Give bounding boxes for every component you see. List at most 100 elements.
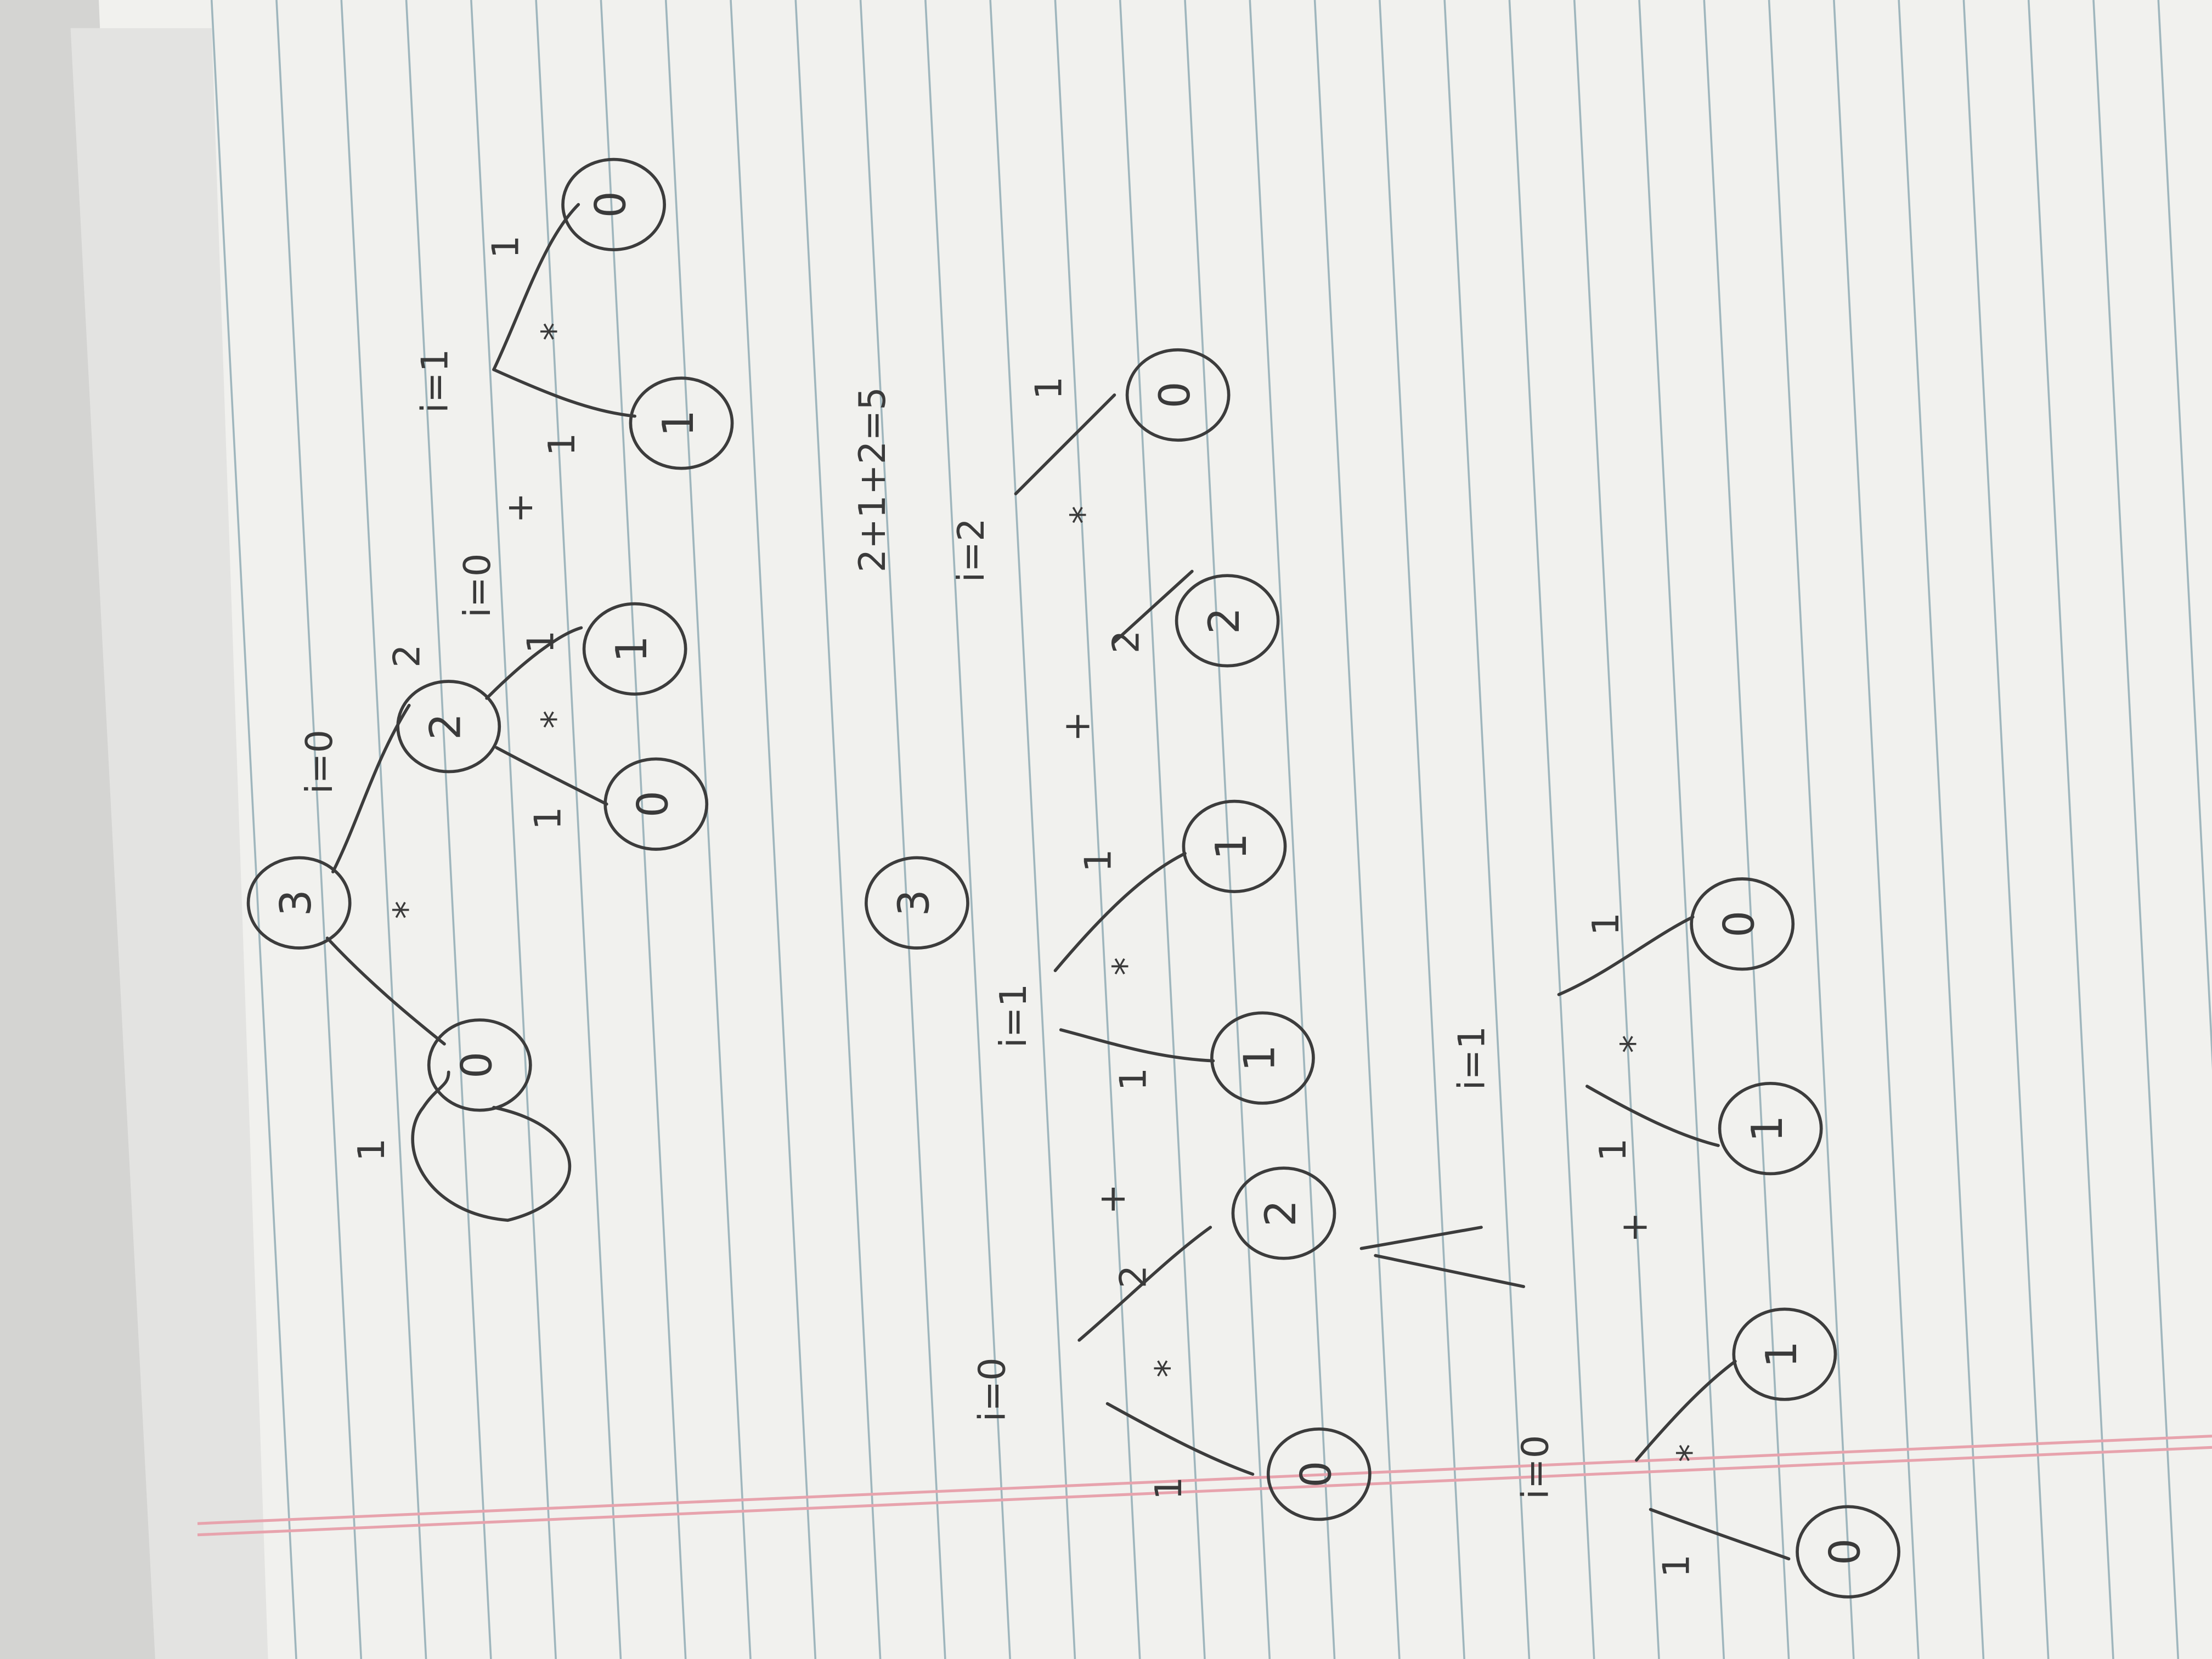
- rule-line: [1833, 0, 1920, 1659]
- annotation: 1: [1147, 1477, 1190, 1500]
- annotation: 1: [1655, 1554, 1698, 1578]
- node-label: 1: [1743, 1115, 1792, 1142]
- node-circle: [865, 856, 969, 950]
- annotation: *: [385, 901, 428, 919]
- annotation: 2+1+2=5: [851, 387, 894, 572]
- annotation: 1: [1076, 849, 1119, 872]
- node-label: 0: [1150, 381, 1200, 408]
- edge: [492, 368, 636, 418]
- edge: [485, 626, 583, 700]
- rule-line: [1898, 0, 1985, 1659]
- rule-line: [924, 0, 1011, 1659]
- rule-line: [1703, 0, 1790, 1659]
- page-edge: [70, 28, 268, 1659]
- rule-line: [1249, 0, 1336, 1659]
- node-circle: [1690, 877, 1795, 971]
- rule-line: [600, 0, 687, 1659]
- annotation: 2: [1112, 1265, 1155, 1289]
- annotation: *: [533, 710, 576, 729]
- node-label: 0: [1821, 1538, 1870, 1565]
- annotation: 1: [540, 433, 583, 456]
- rule-line: [210, 0, 297, 1659]
- rule-line: [2027, 0, 2114, 1659]
- annotation: *: [533, 323, 576, 341]
- rule-line: [859, 0, 946, 1659]
- node-circle: [1796, 1505, 1900, 1599]
- node-circle: [582, 602, 687, 696]
- annotation: 1: [484, 235, 527, 259]
- node-label: 0: [452, 1052, 501, 1079]
- annotation: *: [1147, 1359, 1190, 1378]
- node-circle: [1210, 1011, 1315, 1105]
- node-circle: [246, 856, 352, 950]
- edge: [1649, 1508, 1791, 1561]
- node: 0: [427, 1018, 532, 1112]
- annotation: +: [498, 493, 541, 523]
- node: 3: [865, 856, 969, 950]
- node: 1: [1732, 1307, 1837, 1401]
- node-circle: [603, 757, 709, 851]
- edge: [331, 703, 411, 873]
- edge: [325, 936, 446, 1046]
- nodes: 3 2 0 1 0 1 0 3 0 2 1 1 2 0 0 1 1 0: [246, 157, 1900, 1599]
- rule-line: [470, 0, 557, 1659]
- edge: [1105, 1402, 1255, 1476]
- node: 1: [1210, 1011, 1315, 1105]
- node: 1: [1718, 1082, 1823, 1176]
- annotation: 1: [1592, 1138, 1634, 1161]
- node-circle: [1718, 1082, 1823, 1176]
- edge: [1635, 1359, 1737, 1462]
- annotation: 1: [1584, 912, 1627, 936]
- edge: [1059, 1028, 1215, 1063]
- node-label: 1: [1207, 833, 1256, 860]
- annotation: i=2: [950, 518, 992, 582]
- rule-line: [275, 0, 363, 1659]
- annotation: 2: [1105, 630, 1148, 654]
- margin-line: [197, 1446, 2212, 1537]
- node: 1: [582, 602, 687, 696]
- rule-line: [664, 0, 752, 1659]
- node: 0: [1125, 348, 1231, 442]
- edge: [1053, 851, 1187, 972]
- rule-line: [1573, 0, 1660, 1659]
- node: 2: [1175, 574, 1280, 668]
- node-label: 3: [272, 889, 321, 916]
- rule-line: [340, 0, 427, 1659]
- rule-line: [1184, 0, 1271, 1659]
- node-label: 2: [1256, 1200, 1306, 1227]
- node-circle: [1732, 1307, 1837, 1401]
- node: 1: [1182, 799, 1287, 893]
- annotation: +: [1056, 711, 1098, 742]
- annotation: +: [1091, 1184, 1133, 1215]
- rule-line: [535, 0, 622, 1659]
- node-circle: [561, 157, 666, 251]
- margin-line: [197, 1435, 2212, 1525]
- rule-line: [730, 0, 817, 1659]
- binder-shadow: [0, 0, 170, 1659]
- rule-line: [1313, 0, 1401, 1659]
- ruled-lines: [210, 0, 2212, 1659]
- annotation: i=0: [1514, 1435, 1556, 1499]
- node-label: 3: [889, 889, 939, 916]
- node-label: 1: [1235, 1045, 1284, 1071]
- node: 2: [396, 680, 501, 774]
- rule-line: [1379, 0, 1465, 1659]
- rule-line: [1054, 0, 1141, 1659]
- node-circle: [1182, 799, 1287, 893]
- rule-line: [2092, 0, 2180, 1659]
- annotation: *: [1669, 1444, 1712, 1462]
- rule-line: [1119, 0, 1206, 1659]
- node-circle: [629, 376, 734, 470]
- rule-line: [794, 0, 882, 1659]
- annotations: i=0 2 * i=0 + * 1 1 i=1 * 1 1 1 2+1+2=5 i=2 i=1 * 1 +2 * 1 1 +…: [298, 235, 1712, 1578]
- node: 3: [246, 856, 352, 950]
- node: 0: [1796, 1505, 1900, 1599]
- node-label: 2: [1200, 607, 1249, 634]
- node: 2: [1231, 1166, 1336, 1260]
- annotation: *: [1063, 506, 1105, 524]
- edge: [1585, 1085, 1720, 1147]
- node-circle: [1266, 1427, 1372, 1521]
- rule-line: [2157, 0, 2212, 1070]
